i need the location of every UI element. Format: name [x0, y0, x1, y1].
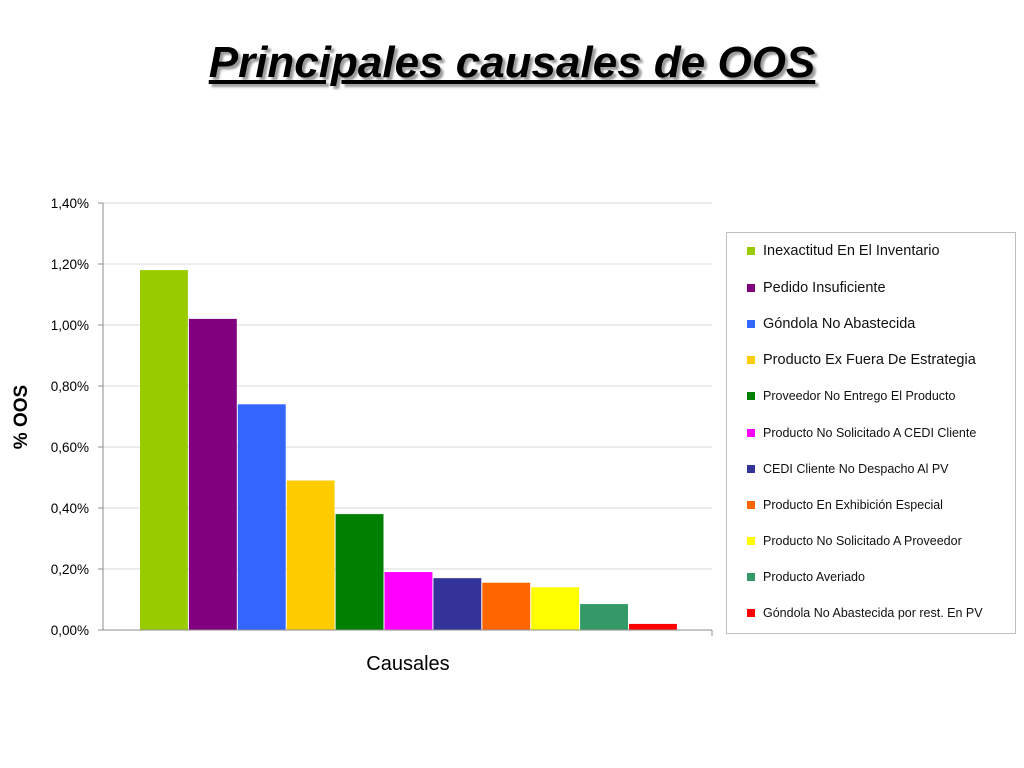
legend-label: Góndola No Abastecida por rest. En PV: [763, 606, 983, 620]
bar: [384, 572, 433, 630]
legend-swatch: [747, 609, 755, 617]
legend-item: Proveedor No Entrego El Producto: [747, 386, 955, 406]
bar: [286, 480, 335, 630]
legend-item: Pedido Insuficiente: [747, 278, 886, 298]
y-tick-label: 0,40%: [51, 501, 89, 516]
legend-label: Producto Averiado: [763, 570, 865, 584]
y-axis-title: % OOS: [11, 385, 32, 449]
legend-swatch: [747, 573, 755, 581]
legend-item: Inexactitud En El Inventario: [747, 241, 940, 261]
y-tick-label: 0,80%: [51, 379, 89, 394]
bar: [580, 604, 628, 630]
legend-label: Producto No Solicitado A CEDI Cliente: [763, 426, 977, 440]
legend-item: CEDI Cliente No Despacho Al PV: [747, 459, 949, 479]
legend-swatch: [747, 284, 755, 292]
y-tick-label: 0,20%: [51, 562, 89, 577]
bar: [237, 404, 286, 630]
legend-item: Producto En Exhibición Especial: [747, 495, 943, 515]
y-tick-label: 1,20%: [51, 257, 89, 272]
bar: [335, 514, 384, 630]
legend-label: CEDI Cliente No Despacho Al PV: [763, 462, 949, 476]
legend-item: Góndola No Abastecida: [747, 314, 915, 334]
legend-label: Producto No Solicitado A Proveedor: [763, 534, 962, 548]
bar: [531, 587, 580, 630]
legend-item: Góndola No Abastecida por rest. En PV: [747, 603, 983, 623]
bar: [188, 318, 237, 630]
bars: [140, 270, 677, 630]
legend-label: Góndola No Abastecida: [763, 316, 916, 332]
legend-label: Proveedor No Entrego El Producto: [763, 389, 956, 403]
legend-label: Pedido Insuficiente: [763, 280, 886, 296]
legend-swatch: [747, 247, 755, 255]
legend-swatch: [747, 429, 755, 437]
legend-item: Producto Ex Fuera De Estrategia: [747, 350, 976, 370]
y-tick-label: 0,00%: [51, 623, 89, 638]
legend-swatch: [747, 356, 755, 364]
legend-label: Producto En Exhibición Especial: [763, 498, 943, 512]
page-title: Principales causales de OOS: [208, 38, 816, 87]
x-axis-title: Causales: [366, 653, 449, 675]
legend-swatch: [747, 501, 755, 509]
legend-label: Producto Ex Fuera De Estrategia: [763, 352, 976, 368]
legend: Inexactitud En El Inventario Pedido Insuf…: [726, 232, 1016, 634]
y-tick-label: 0,60%: [51, 440, 89, 455]
legend-swatch: [747, 392, 755, 400]
bar: [629, 623, 677, 630]
bar: [482, 582, 531, 630]
legend-swatch: [747, 320, 755, 328]
legend-swatch: [747, 465, 755, 473]
legend-label: Inexactitud En El Inventario: [763, 243, 940, 259]
legend-swatch: [747, 537, 755, 545]
legend-item: Producto No Solicitado A CEDI Cliente: [747, 423, 976, 443]
bar: [433, 578, 482, 630]
y-tick-label: 1,40%: [51, 196, 89, 211]
legend-item: Producto No Solicitado A Proveedor: [747, 531, 962, 551]
y-tick-label: 1,00%: [51, 318, 89, 333]
axes: 0,00% 0,20% 0,40% 0,60% 0,80% 1,00% 1,20% 1,40%: [51, 196, 713, 638]
bar: [140, 270, 188, 630]
legend-item: Producto Averiado: [747, 567, 865, 587]
